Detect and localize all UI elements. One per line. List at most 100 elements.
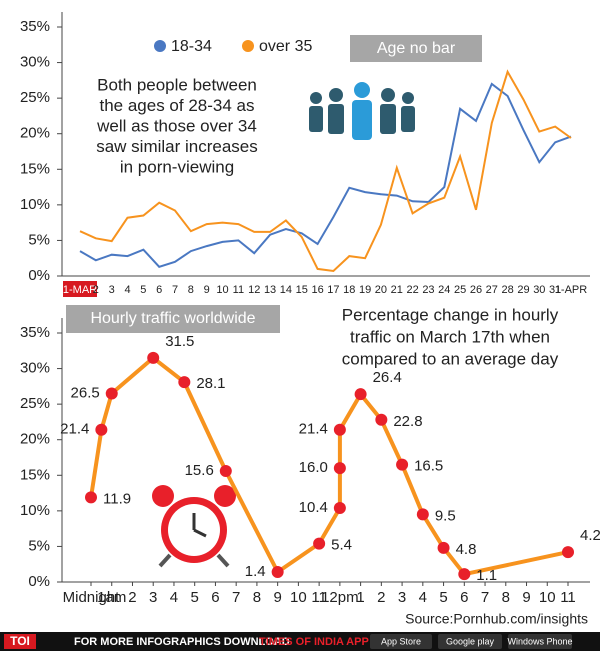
- footer-app: TIMES OF INDIA APP: [259, 636, 369, 648]
- point: [333, 502, 346, 515]
- x-tick-label: 7: [481, 589, 489, 606]
- y-tick-label: 20%: [20, 125, 50, 142]
- chart-title: Age no bar: [377, 40, 456, 57]
- title-box: [66, 305, 280, 333]
- y-tick-label: 20%: [20, 431, 50, 448]
- value-label: 16.5: [414, 458, 443, 475]
- x-tick-label: 6: [211, 589, 219, 606]
- badge[interactable]: [438, 634, 502, 649]
- value-label: 4.8: [456, 541, 477, 558]
- x-tick-label: 8: [502, 589, 510, 606]
- x-tick-label: 21: [391, 284, 403, 296]
- point: [396, 458, 409, 471]
- title-box: [350, 35, 482, 62]
- point: [219, 465, 232, 478]
- x-tick-label: 2: [128, 589, 136, 606]
- x-tick-label: 10: [216, 284, 228, 296]
- y-tick-label: 25%: [20, 89, 50, 106]
- point: [416, 508, 429, 521]
- x-tick-label: 24: [438, 284, 450, 296]
- x-tick-label: 6: [460, 589, 468, 606]
- annotation: compared to an average day: [342, 349, 559, 368]
- x-tick-label: Midnight: [63, 589, 121, 606]
- point: [271, 566, 284, 579]
- x-tick-label: 1am: [97, 589, 126, 606]
- annotation: well as those over 34: [96, 116, 257, 135]
- x-tick-label: 3: [109, 284, 115, 296]
- y-tick-label: 5%: [28, 537, 50, 554]
- point: [85, 491, 97, 504]
- clock-icon: [152, 485, 236, 568]
- x-tick-label: 22: [406, 284, 418, 296]
- point: [437, 541, 450, 554]
- value-label: 10.4: [299, 499, 328, 516]
- badge[interactable]: [508, 634, 572, 649]
- badge-label[interactable]: App Store: [381, 636, 421, 646]
- legend-label: over 35: [259, 38, 312, 55]
- point: [95, 423, 108, 436]
- legend-marker: [154, 40, 166, 52]
- point: [354, 388, 367, 401]
- point: [147, 351, 160, 364]
- x-tick-label: 4: [124, 284, 130, 296]
- annotation: saw similar increases: [96, 137, 258, 156]
- x-tick-label: 3: [398, 589, 406, 606]
- y-tick-label: 0%: [28, 267, 50, 284]
- brand-box: [4, 634, 36, 649]
- x-tick-label: 6: [156, 284, 162, 296]
- value-label: 26.5: [71, 384, 100, 401]
- x-tick-label: 2: [377, 589, 385, 606]
- point: [333, 462, 346, 475]
- series-line: [89, 355, 569, 577]
- chart-title: Hourly traffic worldwide: [90, 310, 255, 327]
- point: [178, 376, 191, 389]
- badge-label[interactable]: Google play: [446, 636, 495, 646]
- y-tick-label: 15%: [20, 466, 50, 483]
- x-tick-label: 9: [522, 589, 530, 606]
- x-tick-label: 5: [439, 589, 447, 606]
- y-tick-label: 5%: [28, 231, 50, 248]
- y-tick-label: 10%: [20, 196, 50, 213]
- annotation: the ages of 28-34 as: [99, 96, 254, 115]
- y-tick-label: 30%: [20, 360, 50, 377]
- badge[interactable]: [370, 634, 432, 649]
- people-icon: [309, 82, 415, 140]
- x-tick-label: 13: [264, 284, 276, 296]
- x-tick-label: 12: [248, 284, 260, 296]
- value-label: 21.4: [299, 421, 328, 438]
- x-tick-label: 11: [560, 589, 576, 606]
- x-tick-label: 12pm: [321, 589, 359, 606]
- value-label: 4.2: [580, 527, 600, 544]
- x-tick-label: 18: [343, 284, 355, 296]
- x-tick-label: 20: [375, 284, 387, 296]
- x-tick-label: 5: [191, 589, 199, 606]
- brand: TOI: [10, 634, 30, 648]
- x-tick-label: 17: [327, 284, 339, 296]
- value-label: 21.4: [60, 421, 89, 438]
- annotation: traffic on March 17th when: [350, 327, 550, 346]
- value-label: 1.1: [476, 567, 497, 584]
- y-tick-label: 0%: [28, 573, 50, 590]
- x-tick-label: 23: [422, 284, 434, 296]
- source: Source:Pornhub.com/insights: [405, 611, 588, 627]
- y-tick-label: 25%: [20, 395, 50, 412]
- value-label: 15.6: [185, 462, 214, 479]
- series-line: [79, 82, 572, 268]
- x-tick-label: 5: [140, 284, 146, 296]
- value-label: 5.4: [331, 537, 352, 554]
- x-tick-label: 31: [549, 284, 561, 296]
- badge-label[interactable]: Windows Phone: [507, 636, 572, 646]
- y-tick-label: 30%: [20, 54, 50, 71]
- x-tick-label: 4: [419, 589, 427, 606]
- point: [562, 546, 574, 559]
- value-label: 1.4: [245, 563, 266, 580]
- x-tick-label: 8: [188, 284, 194, 296]
- x-tick-label: 3: [149, 589, 157, 606]
- point: [333, 423, 346, 436]
- x-tick-label: 2: [93, 284, 99, 296]
- y-tick-label: 10%: [20, 502, 50, 519]
- x-tick-label: 10: [290, 589, 307, 606]
- value-label: 11.9: [103, 490, 131, 507]
- value-label: 16.0: [299, 459, 328, 476]
- footer-text: FOR MORE INFOGRAPHICS DOWNLOAD: [74, 636, 290, 648]
